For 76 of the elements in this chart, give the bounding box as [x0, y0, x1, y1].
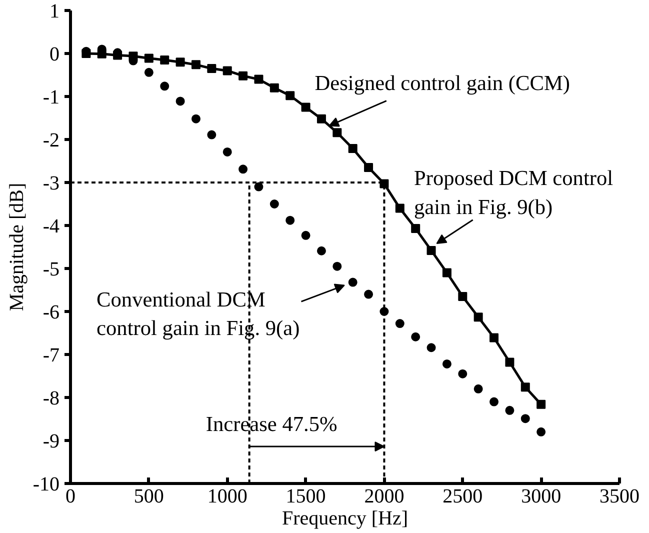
point — [474, 312, 483, 322]
annotation: Designed control gain (CCM) — [314, 71, 570, 96]
point — [207, 130, 216, 140]
point — [332, 262, 342, 271]
y-tick-label: 1 — [50, 0, 60, 22]
y-tick-label: -10 — [32, 474, 60, 496]
point — [144, 54, 154, 63]
point — [238, 164, 248, 174]
point — [316, 246, 326, 256]
point — [254, 182, 264, 192]
point — [160, 55, 170, 64]
point — [222, 66, 232, 76]
point — [536, 427, 546, 436]
point — [254, 74, 264, 84]
point — [207, 64, 216, 74]
point — [490, 397, 499, 406]
y-tick-label: -1 — [42, 86, 60, 108]
point — [442, 359, 452, 368]
point — [458, 292, 468, 301]
annotation: Proposed DCM control gain in Fig. 9(b) — [414, 166, 614, 219]
point — [160, 82, 170, 91]
point — [348, 278, 358, 287]
point — [474, 384, 483, 394]
point — [222, 147, 232, 156]
point — [395, 204, 404, 213]
x-axis-title: Frequency [Hz] — [282, 508, 408, 530]
x-tick-label: 500 — [134, 486, 164, 508]
point — [426, 343, 436, 352]
point — [411, 332, 420, 342]
x-tick-label: 2500 — [442, 486, 483, 508]
y-tick-label: -6 — [42, 302, 60, 324]
point — [286, 91, 295, 100]
y-tick-label: -8 — [42, 388, 60, 410]
y-tick-label: -5 — [42, 258, 60, 280]
y-tick-label: -9 — [42, 430, 60, 452]
point — [348, 144, 358, 154]
y-tick-label: -4 — [42, 216, 60, 238]
y-tick-label: -7 — [42, 344, 60, 366]
y-axis-title: Magnitude [dB] — [6, 182, 28, 312]
x-tick-label: 3500 — [600, 486, 640, 508]
point — [286, 216, 295, 225]
x-tick-label: 2000 — [364, 486, 404, 508]
point — [301, 230, 310, 240]
x-tick-label: 3000 — [521, 486, 562, 508]
point — [505, 358, 514, 367]
y-tick-label: -3 — [42, 172, 60, 194]
x-tick-label: 0 — [66, 486, 76, 508]
x-tick-label: 1000 — [207, 486, 248, 508]
point — [316, 114, 326, 124]
point — [364, 162, 374, 172]
annotation: Increase 47.5% — [206, 412, 338, 436]
y-tick-label: 0 — [50, 44, 60, 66]
point — [520, 382, 530, 392]
point — [238, 71, 248, 80]
x-tick-label: 1500 — [286, 486, 326, 508]
point — [301, 102, 310, 112]
point — [442, 268, 452, 278]
point — [520, 414, 530, 424]
point — [176, 58, 185, 67]
point — [332, 128, 342, 138]
point — [490, 333, 499, 342]
point — [458, 369, 468, 378]
point — [191, 60, 200, 70]
point — [144, 68, 154, 77]
point — [411, 224, 420, 234]
point — [395, 319, 404, 328]
point — [536, 400, 546, 409]
y-tick-label: -2 — [42, 130, 60, 152]
point — [176, 96, 185, 106]
point — [191, 114, 200, 124]
annotation: Conventional DCM control gain in Fig. 9(a) — [96, 287, 300, 340]
point — [505, 406, 514, 415]
point — [426, 246, 436, 255]
point — [270, 200, 279, 208]
point — [270, 83, 279, 92]
point — [364, 290, 374, 299]
